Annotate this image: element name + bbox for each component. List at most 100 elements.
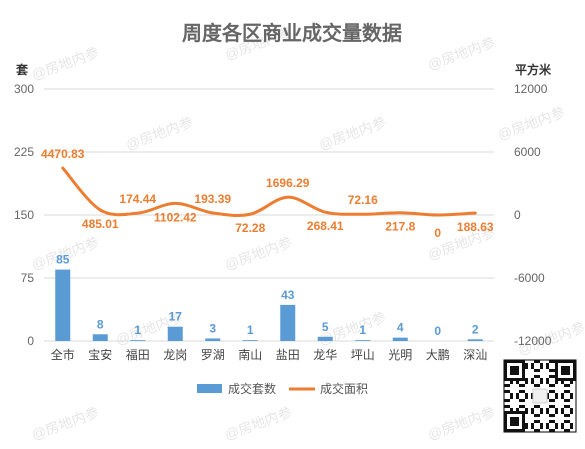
qr-finder-center [510, 366, 519, 375]
qr-code-module [519, 399, 522, 402]
line-value-label: 188.63 [457, 220, 494, 234]
qr-finder-center [510, 417, 519, 426]
qr-code-module [546, 381, 549, 384]
qr-code-module [534, 414, 537, 417]
category-label: 宝安 [88, 347, 112, 362]
bar [167, 326, 183, 341]
qr-code-module [546, 363, 549, 366]
right-axis-unit: 平方米 [515, 62, 552, 77]
qr-code-module [555, 411, 558, 414]
line-series [61, 166, 477, 217]
qr-code-module [540, 378, 543, 381]
category-label: 大鹏 [426, 348, 450, 362]
qr-code-module [537, 369, 540, 372]
qr-code-module [564, 399, 567, 402]
qr-code-module [561, 426, 564, 429]
bar-value-label: 4 [397, 321, 404, 335]
qr-code-module [567, 384, 570, 387]
qr-code-module [570, 381, 573, 384]
qr-code-module [570, 426, 573, 429]
qr-code-module [567, 405, 570, 408]
legend-bar-swatch [197, 384, 222, 393]
qr-code-module [531, 381, 534, 384]
qr-code-module [525, 426, 528, 429]
right-tick-label: 6000 [514, 145, 541, 159]
qr-code-module [567, 414, 570, 417]
category-label: 坪山 [351, 348, 375, 362]
qr-code-module [516, 381, 519, 384]
qr-code-module [561, 381, 564, 384]
qr-code-module [564, 390, 567, 393]
qr-code-module [516, 408, 519, 411]
qr-code-module [549, 390, 552, 393]
qr-code-module [555, 408, 558, 411]
qr-code-module [510, 408, 513, 411]
qr-code-module [570, 393, 573, 396]
qr-code-module [525, 408, 528, 411]
qr-code-module [567, 429, 570, 432]
qr-code-module [534, 369, 537, 372]
qr-center-logo [532, 388, 548, 404]
qr-code-module [567, 390, 570, 393]
qr-code-module [504, 405, 507, 408]
qr-code-module [549, 375, 552, 378]
qr-code-module [567, 420, 570, 423]
category-label: 龙岗 [163, 348, 187, 362]
qr-code-module [552, 369, 555, 372]
qr-code-module [531, 423, 534, 426]
line-value-label: 268.41 [307, 219, 344, 233]
right-tick-label: -12000 [514, 334, 552, 348]
bar-value-label: 5 [322, 320, 329, 334]
qr-code-module [522, 390, 525, 393]
qr-code-module [525, 378, 528, 381]
qr-code-module [525, 396, 528, 399]
qr-code-module [504, 390, 507, 393]
bar [130, 340, 146, 341]
qr-code-module [570, 396, 573, 399]
qr-finder-center [561, 366, 570, 375]
qr-code-module [537, 429, 540, 432]
qr-code-module [567, 399, 570, 402]
line-value-label: 72.28 [235, 221, 265, 235]
line-series-path [61, 166, 477, 217]
qr-code-module [546, 411, 549, 414]
qr-code-module [555, 426, 558, 429]
qr-code-module [546, 426, 549, 429]
qr-code-module [549, 405, 552, 408]
qr-code-module [561, 393, 564, 396]
line-value-label: 0 [434, 226, 441, 240]
category-labels: 全市 宝安 福田 龙岗 罗湖 南山 盐田 龙华 坪山 光明 大鹏 深汕 [51, 347, 488, 362]
qr-code-module [549, 360, 552, 363]
line-value-label: 485.01 [82, 217, 119, 231]
bar-value-label: 43 [281, 288, 295, 302]
qr-code-module [549, 399, 552, 402]
bar-value-label: 17 [169, 310, 183, 324]
bar-value-label: 3 [209, 321, 216, 335]
qr-code-module [534, 375, 537, 378]
bar-value-label: 1 [359, 323, 366, 337]
qr-code-module [564, 384, 567, 387]
qr-code-module [525, 393, 528, 396]
qr-code-module [549, 384, 552, 387]
right-tick-label: 12000 [514, 82, 548, 96]
qr-code-module [549, 414, 552, 417]
qr-code-module [549, 429, 552, 432]
qr-code-module [564, 429, 567, 432]
qr-code-module [570, 411, 573, 414]
bar [205, 338, 221, 341]
qr-code-module [546, 408, 549, 411]
qr-code-module [549, 420, 552, 423]
qr-code-module [549, 369, 552, 372]
bar [467, 339, 483, 341]
right-tick-label: -6000 [514, 271, 545, 285]
qr-code-module [525, 381, 528, 384]
qr-code-module [552, 420, 555, 423]
qr-code-module [552, 429, 555, 432]
left-tick-label: 300 [14, 82, 34, 96]
qr-code-icon [503, 359, 577, 433]
qr-code-module [552, 405, 555, 408]
qr-code-module [537, 384, 540, 387]
qr-code-module [546, 378, 549, 381]
qr-code-module [564, 405, 567, 408]
